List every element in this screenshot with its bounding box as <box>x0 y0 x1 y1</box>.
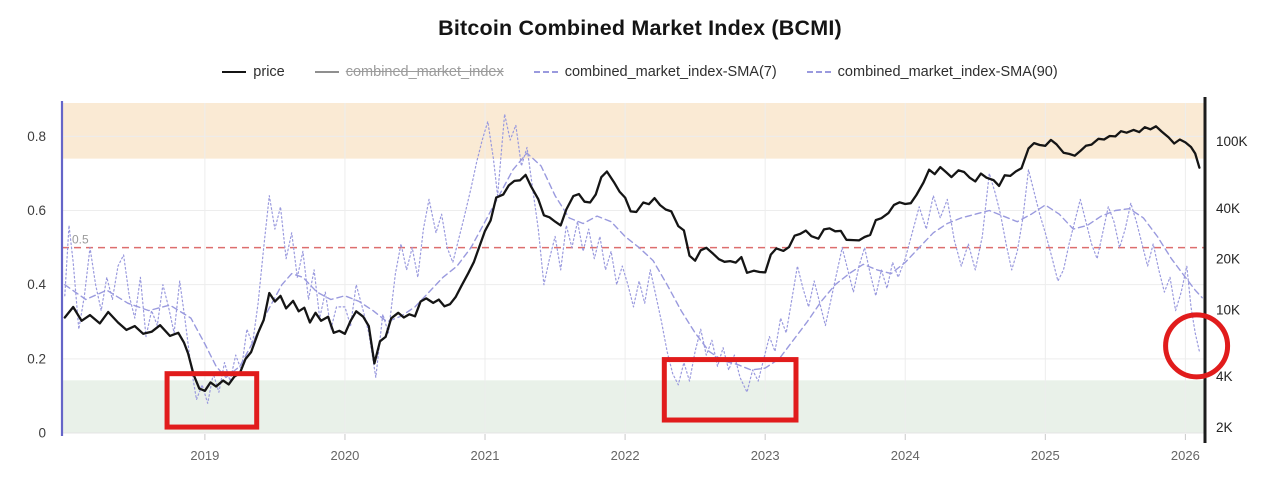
overbought-band <box>62 103 1205 159</box>
legend-marker-price <box>222 71 247 73</box>
legend-marker-combined-market-index <box>314 71 339 73</box>
legend-item-price[interactable]: price <box>222 64 285 80</box>
annotation-circle <box>1163 312 1231 380</box>
legend-label-sma90: combined_market_index-SMA(90) <box>837 64 1058 80</box>
left-axis-tick-label: 0.4 <box>27 277 46 292</box>
chart-title: Bitcoin Combined Market Index (BCMI) <box>438 16 842 40</box>
right-axis-tick-label: 2K <box>1216 420 1233 435</box>
right-axis-tick-label: 40K <box>1216 201 1240 216</box>
left-axis-tick-label: 0.8 <box>27 129 46 144</box>
right-axis-tick-label: 100K <box>1216 134 1248 149</box>
threshold-label: 0.5 <box>72 233 89 247</box>
left-axis-tick-label: 0.2 <box>27 351 46 366</box>
annotation-rect-1 <box>164 371 260 430</box>
price-line <box>63 125 1201 392</box>
left-axis-tick-label: 0 <box>38 426 46 441</box>
x-axis-tick-label: 2022 <box>611 448 640 463</box>
annotation-rect-2 <box>661 357 799 423</box>
x-axis-tick-label: 2021 <box>471 448 500 463</box>
legend-item-sma90[interactable]: combined_market_index-SMA(90) <box>806 64 1058 80</box>
x-axis-tick-label: 2025 <box>1031 448 1060 463</box>
oversold-band <box>62 380 1205 433</box>
right-axis-tick-label: 10K <box>1216 302 1240 317</box>
right-axis-tick-label: 4K <box>1216 369 1233 384</box>
legend-label-combined-market-index: combined_market_index <box>345 64 504 80</box>
left-axis-tick-label: 0.6 <box>27 203 46 218</box>
legend-item-combined-market-index[interactable]: combined_market_index <box>314 64 504 80</box>
x-axis-tick-label: 2020 <box>330 448 359 463</box>
x-axis-tick-label: 2019 <box>190 448 219 463</box>
legend-marker-sma7 <box>533 71 558 73</box>
legend-item-sma7[interactable]: combined_market_index-SMA(7) <box>533 64 777 80</box>
legend-label-sma7: combined_market_index-SMA(7) <box>564 64 777 80</box>
sma90-line <box>64 152 1203 379</box>
x-axis-tick-label: 2023 <box>751 448 780 463</box>
x-axis-tick-label: 2024 <box>891 448 920 463</box>
right-axis-tick-label: 20K <box>1216 252 1240 267</box>
x-axis-tick-label: 2026 <box>1171 448 1200 463</box>
legend-label-price: price <box>253 64 285 80</box>
legend: price combined_market_index combined_marke… <box>0 64 1280 80</box>
legend-marker-sma90 <box>806 71 831 73</box>
